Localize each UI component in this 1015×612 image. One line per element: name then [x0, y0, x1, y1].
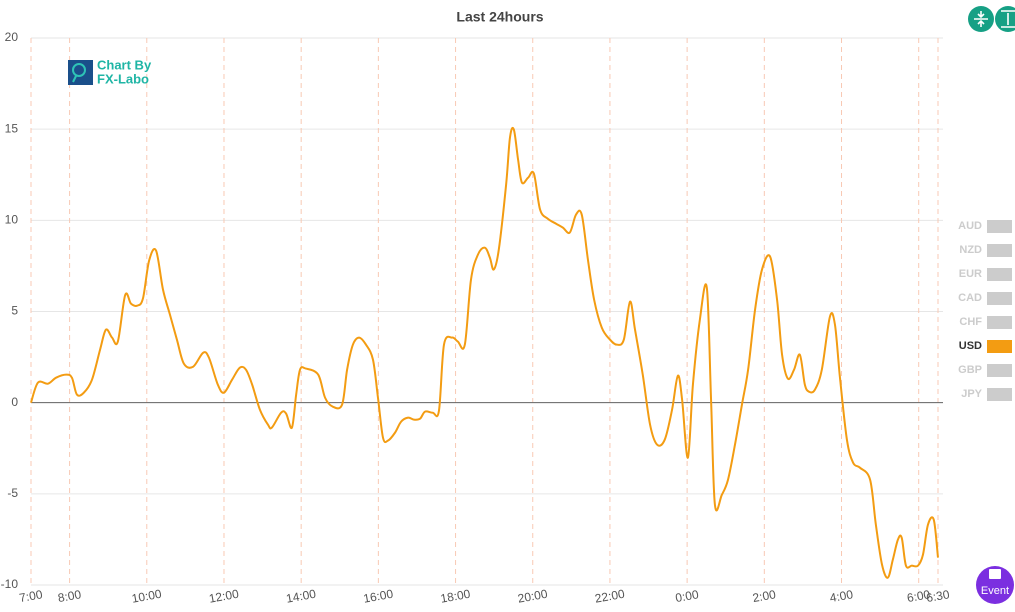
- legend-swatch: [987, 244, 1012, 257]
- chart-title: Last 24hours: [456, 9, 543, 25]
- legend-label: NZD: [959, 244, 982, 256]
- collapse-icon: [974, 11, 988, 27]
- expand-button[interactable]: [995, 6, 1015, 32]
- legend-swatch: [987, 340, 1012, 353]
- legend-item[interactable]: EUR: [959, 268, 1012, 281]
- x-tick-label: 20:00: [517, 587, 549, 606]
- logo-handle: [72, 75, 77, 83]
- x-tick-label: 6:00: [906, 587, 932, 605]
- event-button[interactable]: Event: [976, 566, 1014, 604]
- logo: Chart By FX-Labo: [68, 57, 152, 86]
- legend-label: GBP: [958, 364, 982, 376]
- legend-item[interactable]: JPY: [961, 388, 1012, 401]
- logo-lens: [72, 63, 86, 77]
- y-tick-label: 5: [11, 304, 18, 318]
- x-tick-label: 7:00: [18, 587, 44, 605]
- legend-item[interactable]: CAD: [958, 292, 1012, 305]
- y-tick-label: 0: [11, 395, 18, 409]
- legend-swatch: [987, 364, 1012, 377]
- x-tick-label: 14:00: [285, 587, 317, 606]
- logo-text: Chart By: [97, 57, 152, 72]
- legend-item[interactable]: NZD: [959, 244, 1012, 257]
- legend-label: USD: [959, 340, 982, 352]
- event-circle[interactable]: [976, 566, 1014, 604]
- x-tick-label: 4:00: [829, 587, 855, 605]
- line-series: [30, 126, 939, 579]
- y-tick-label: -10: [1, 577, 19, 591]
- legend-label: CHF: [959, 316, 982, 328]
- legend-label: CAD: [958, 292, 982, 304]
- y-tick-label: 15: [5, 121, 19, 135]
- x-tick-label: 6:30: [925, 587, 951, 605]
- legend-label: EUR: [959, 268, 982, 280]
- legend-item[interactable]: USD: [959, 340, 1012, 353]
- y-tick-label: -5: [7, 486, 18, 500]
- legend-label: JPY: [961, 388, 982, 400]
- expand-icon: [1001, 10, 1015, 28]
- x-tick-label: 2:00: [751, 587, 777, 605]
- event-label[interactable]: Event: [981, 585, 1009, 597]
- x-tick-label: 12:00: [208, 587, 240, 606]
- y-tick-label: 20: [5, 30, 19, 44]
- legend-swatch: [987, 268, 1012, 281]
- event-icon: [989, 569, 1001, 579]
- x-tick-label: 0:00: [674, 587, 700, 605]
- x-tick-label: 18:00: [439, 587, 471, 606]
- x-tick-label: 8:00: [57, 587, 83, 605]
- legend-label: AUD: [958, 220, 982, 232]
- legend-item[interactable]: GBP: [958, 364, 1012, 377]
- y-tick-label: 10: [5, 213, 19, 227]
- legend-item[interactable]: AUD: [958, 220, 1012, 233]
- toolbar: [968, 6, 1015, 32]
- legend-swatch: [987, 316, 1012, 329]
- x-tick-label: 10:00: [131, 587, 163, 606]
- legend-swatch: [987, 292, 1012, 305]
- legend-swatch: [987, 388, 1012, 401]
- x-tick-label: 22:00: [594, 587, 626, 606]
- x-tick-label: 16:00: [362, 587, 394, 606]
- legend-swatch: [987, 220, 1012, 233]
- legend-item[interactable]: CHF: [959, 316, 1012, 329]
- logo-text: FX-Labo: [97, 71, 149, 86]
